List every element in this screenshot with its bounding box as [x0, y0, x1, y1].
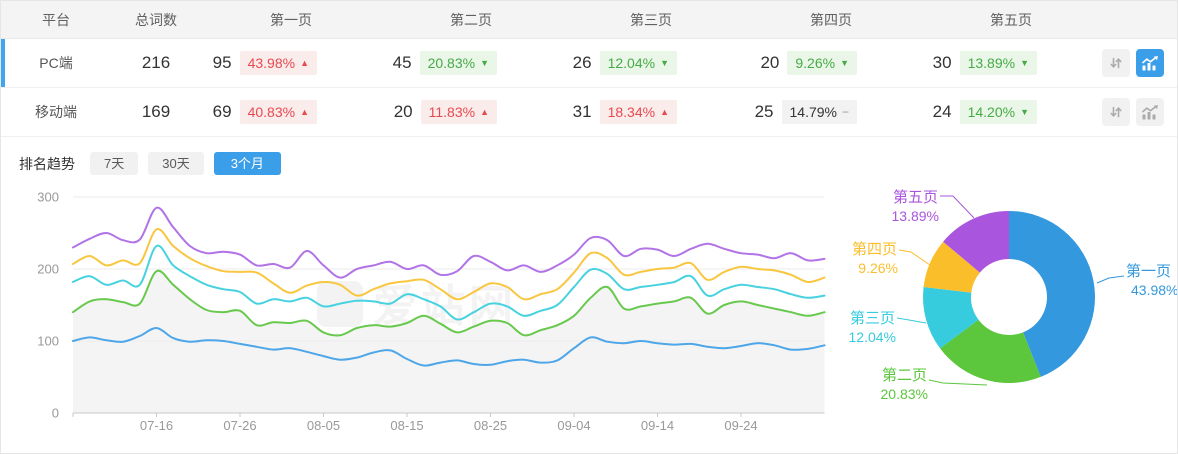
sort-arrows-icon [1110, 57, 1122, 69]
page5-cell: 30 13.89% ▼ [921, 51, 1101, 75]
rank-table: 平台 总词数 第一页 第二页 第三页 第四页 第五页 PC端 216 95 43… [1, 1, 1177, 137]
tab-3months[interactable]: 3个月 [213, 152, 281, 175]
svg-text:200: 200 [37, 262, 59, 277]
page5-count: 30 [932, 53, 952, 72]
page3-count: 26 [572, 53, 592, 72]
col-header-page1: 第一页 [270, 11, 312, 28]
charts-area: 爱站网 0 100 200 300 07-16 07-26 08-05 08-15 08-25 09… [1, 185, 1177, 451]
svg-text:第一页: 第一页 [1126, 262, 1171, 280]
page2-count: 20 [393, 102, 413, 121]
page-distribution-donut-chart[interactable]: 第一页 43.98% 第二页 20.83% 第三页 12.04% 第四页 9.26% 第五页 13… [841, 168, 1178, 452]
svg-text:爱站网: 爱站网 [373, 282, 517, 331]
page2-count: 45 [392, 53, 412, 72]
total-words-value: 169 [141, 102, 171, 121]
page1-cell: 95 43.98% ▲ [201, 51, 381, 75]
page4-change-badge: 14.79% − [781, 100, 857, 124]
page4-count: 25 [754, 102, 774, 121]
svg-text:09-14: 09-14 [641, 418, 674, 433]
sort-button[interactable] [1102, 98, 1130, 126]
page2-cell: 45 20.83% ▼ [381, 51, 561, 75]
table-row-mobile[interactable]: 移动端 169 69 40.83% ▲ 20 11.83% ▲ 31 18.34% ▲… [1, 88, 1177, 137]
svg-text:第二页: 第二页 [882, 366, 927, 384]
row-actions [1101, 98, 1177, 126]
page1-cell: 69 40.83% ▲ [201, 100, 381, 124]
tab-7days[interactable]: 7天 [90, 152, 139, 175]
page1-change-badge: 40.83% ▲ [239, 100, 317, 124]
svg-text:09-24: 09-24 [724, 418, 757, 433]
total-words-value: 216 [141, 53, 171, 72]
col-header-platform: 平台 [42, 11, 70, 28]
tab-30days[interactable]: 30天 [148, 152, 204, 175]
page3-count: 31 [572, 102, 592, 121]
row-actions [1101, 49, 1177, 77]
trend-chart-button[interactable] [1136, 98, 1164, 126]
svg-text:第三页: 第三页 [850, 309, 895, 327]
page4-cell: 25 14.79% − [741, 100, 921, 124]
svg-text:300: 300 [37, 190, 59, 205]
page1-count: 69 [212, 102, 232, 121]
svg-text:07-26: 07-26 [223, 418, 256, 433]
page1-count: 95 [212, 53, 232, 72]
svg-text:08-25: 08-25 [474, 418, 507, 433]
page4-count: 20 [760, 53, 780, 72]
svg-text:第四页: 第四页 [852, 240, 897, 258]
trend-section-header: 排名趋势 7天 30天 3个月 [1, 137, 1177, 175]
svg-text:43.98%: 43.98% [1131, 282, 1178, 298]
svg-text:08-15: 08-15 [390, 418, 423, 433]
svg-text:第五页: 第五页 [893, 188, 938, 206]
page5-change-badge: 13.89% ▼ [959, 51, 1037, 75]
page3-cell: 31 18.34% ▲ [561, 100, 741, 124]
col-header-page2: 第二页 [450, 11, 492, 28]
col-header-page3: 第三页 [630, 11, 672, 28]
col-header-page4: 第四页 [810, 11, 852, 28]
page5-cell: 24 14.20% ▼ [921, 100, 1101, 124]
trend-title: 排名趋势 [19, 155, 75, 172]
svg-text:9.26%: 9.26% [858, 260, 898, 276]
sort-arrows-icon [1110, 106, 1122, 118]
page3-change-badge: 12.04% ▼ [599, 51, 677, 75]
page2-change-badge: 20.83% ▼ [419, 51, 497, 75]
page3-change-badge: 18.34% ▲ [599, 100, 677, 124]
col-header-page5: 第五页 [990, 11, 1032, 28]
table-row-pc[interactable]: PC端 216 95 43.98% ▲ 45 20.83% ▼ 26 12.04% ▼… [1, 39, 1177, 88]
table-header: 平台 总词数 第一页 第二页 第三页 第四页 第五页 [1, 1, 1177, 39]
svg-text:0: 0 [52, 406, 59, 421]
rank-trend-line-chart[interactable]: 爱站网 0 100 200 300 07-16 07-26 08-05 08-15 08-25 09… [1, 185, 846, 451]
trend-chart-icon [1141, 55, 1158, 70]
page5-count: 24 [932, 102, 952, 121]
trend-chart-icon [1141, 104, 1158, 119]
svg-text:09-04: 09-04 [557, 418, 590, 433]
svg-text:08-05: 08-05 [307, 418, 340, 433]
sort-button[interactable] [1102, 49, 1130, 77]
page3-cell: 26 12.04% ▼ [561, 51, 741, 75]
svg-text:07-16: 07-16 [140, 418, 173, 433]
svg-text:20.83%: 20.83% [881, 386, 928, 402]
platform-label: 移动端 [35, 104, 77, 120]
svg-text:100: 100 [37, 334, 59, 349]
page2-change-badge: 11.83% ▲ [420, 100, 497, 124]
col-header-total-words: 总词数 [135, 11, 177, 28]
page5-change-badge: 14.20% ▼ [959, 100, 1037, 124]
page4-change-badge: 9.26% ▼ [787, 51, 857, 75]
page1-change-badge: 43.98% ▲ [239, 51, 317, 75]
svg-text:12.04%: 12.04% [849, 329, 896, 345]
platform-label: PC端 [39, 55, 73, 71]
trend-chart-button[interactable] [1136, 49, 1164, 77]
page2-cell: 20 11.83% ▲ [381, 100, 561, 124]
svg-text:13.89%: 13.89% [892, 208, 939, 224]
page4-cell: 20 9.26% ▼ [741, 51, 921, 75]
